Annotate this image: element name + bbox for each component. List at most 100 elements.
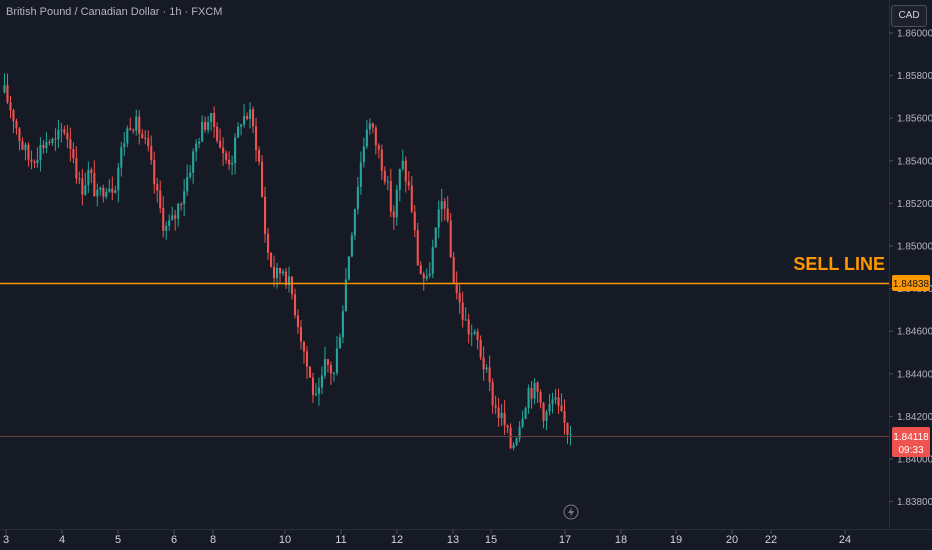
candle-body <box>252 109 255 127</box>
candle-body <box>99 187 102 190</box>
candle <box>449 213 452 258</box>
candle <box>132 128 135 134</box>
candle-body <box>228 160 231 165</box>
candle <box>45 131 48 154</box>
candle <box>428 262 431 279</box>
candle-body <box>332 372 335 374</box>
candle <box>563 399 566 435</box>
candle-body <box>389 181 392 212</box>
candle <box>284 267 288 289</box>
candle <box>479 335 482 361</box>
y-tick-label: 1.84000 <box>897 455 932 466</box>
candle <box>467 313 470 344</box>
y-tick-label: 1.84600 <box>897 327 932 338</box>
candle <box>485 364 488 373</box>
candle-body <box>296 315 300 328</box>
candle <box>494 395 497 415</box>
candle-body <box>317 387 320 394</box>
candle <box>344 268 347 312</box>
candle-body <box>51 138 54 143</box>
candle <box>180 202 183 211</box>
candle-body <box>258 150 261 162</box>
candle <box>42 139 45 154</box>
candle <box>320 366 323 395</box>
candle-body <box>45 142 48 148</box>
candle <box>237 122 240 139</box>
candle <box>308 366 312 379</box>
candle <box>78 171 81 184</box>
candle-body <box>111 188 114 193</box>
currency-button[interactable]: CAD <box>891 5 927 27</box>
candle-body <box>434 227 437 248</box>
candle-body <box>476 331 479 340</box>
candle <box>147 130 150 152</box>
candle <box>186 164 189 196</box>
candle <box>126 125 129 148</box>
x-tick-label: 22 <box>765 534 777 546</box>
candle-body <box>75 158 78 179</box>
price-axis[interactable]: 1.86000 1.85800 1.85600 1.85400 1.85200 1.850… <box>889 29 932 509</box>
candle-body <box>497 407 500 418</box>
candle-body <box>566 422 569 435</box>
candle <box>458 284 461 314</box>
candle-body <box>159 190 162 209</box>
symbol-title[interactable]: British Pound / Canadian Dollar · 1h · F… <box>6 6 223 18</box>
candle-body <box>12 110 15 121</box>
candle <box>548 393 551 416</box>
candle-body <box>27 144 30 160</box>
candle <box>6 73 9 104</box>
candle <box>542 401 545 429</box>
candle <box>359 151 362 195</box>
candle <box>153 151 156 194</box>
candle <box>156 177 159 203</box>
candle-body <box>473 331 476 334</box>
candle-body <box>431 247 434 274</box>
candle-body <box>323 359 326 376</box>
candle-body <box>147 138 150 147</box>
candle-body <box>416 230 419 266</box>
sell-line-annotation: SELL LINE <box>793 254 885 274</box>
candle <box>171 206 174 221</box>
candle-body <box>284 271 288 286</box>
candle <box>54 128 57 151</box>
candle-body <box>437 209 440 228</box>
candle <box>260 155 264 198</box>
x-tick-label: 18 <box>615 534 627 546</box>
candle-body <box>554 397 557 400</box>
candle-body <box>452 257 455 284</box>
candle-body <box>398 168 401 190</box>
candle <box>566 422 569 444</box>
candle-body <box>266 233 270 253</box>
x-tick-label: 19 <box>670 534 682 546</box>
candle-body <box>518 426 521 439</box>
time-axis[interactable]: 3 4 5 6 8 10 11 12 13 15 17 18 19 20 22 24 <box>3 530 851 546</box>
candle-body <box>207 121 210 130</box>
y-tick-label: 1.85000 <box>897 242 932 253</box>
candle-body <box>275 268 279 279</box>
candle-body <box>491 382 494 406</box>
candle <box>311 372 315 403</box>
candle <box>500 403 503 427</box>
candle-body <box>192 151 195 173</box>
candle-body <box>413 211 416 231</box>
candle-body <box>302 341 306 352</box>
candle <box>533 378 536 405</box>
candle-body <box>240 124 243 127</box>
candle-body <box>464 319 467 321</box>
candle <box>15 118 18 135</box>
candle-body <box>338 337 341 349</box>
y-tick-label: 1.85200 <box>897 199 932 210</box>
candle-body <box>204 121 207 130</box>
candle-body <box>15 120 18 129</box>
candle-body <box>120 147 123 168</box>
candle <box>195 139 198 162</box>
candle-body <box>422 273 425 279</box>
candle <box>102 184 105 203</box>
x-tick-label: 20 <box>726 534 738 546</box>
lightning-icon[interactable] <box>563 504 579 520</box>
y-tick-label: 1.85400 <box>897 156 932 167</box>
y-tick-label: 1.84200 <box>897 412 932 423</box>
candle-body <box>168 220 171 226</box>
candle-body <box>350 235 353 257</box>
